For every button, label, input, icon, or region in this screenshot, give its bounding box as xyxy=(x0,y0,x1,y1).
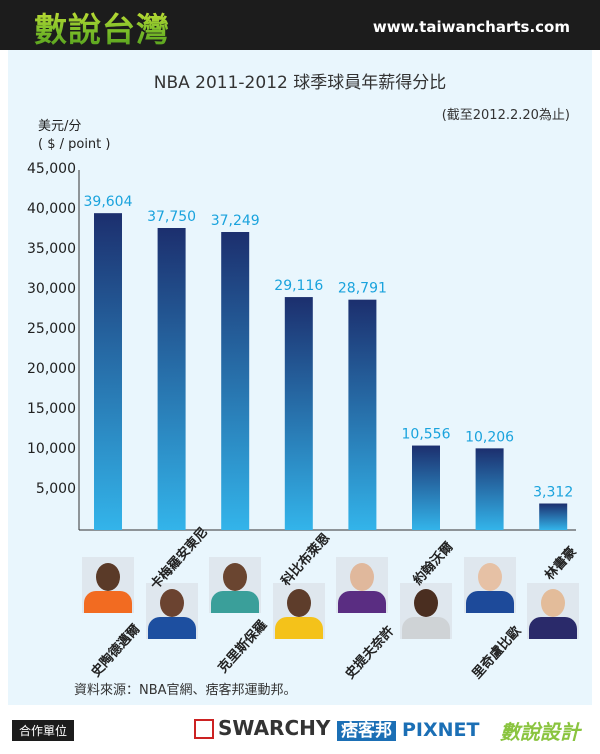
partner-swarchy-text: SWARCHY xyxy=(218,716,331,740)
y-tick-label: 30,000 xyxy=(27,281,76,297)
y-tick-label: 10,000 xyxy=(27,441,76,457)
y-tick-label: 25,000 xyxy=(27,321,76,337)
data-source-note: 資料來源：NBA官網、痞客邦運動邦。 xyxy=(74,683,297,698)
player-photo xyxy=(336,557,389,613)
player-photo xyxy=(82,557,134,613)
chart-title: NBA 2011-2012 球季球員年薪得分比 xyxy=(153,73,447,93)
partner-pixnet-logo[interactable]: 痞客邦 PIXNET xyxy=(337,716,479,741)
site-logo[interactable]: 數說台灣 xyxy=(34,3,170,51)
y-tick-label: 15,000 xyxy=(27,401,76,417)
player-photo xyxy=(145,583,198,639)
player-photo xyxy=(463,557,516,613)
partner-design-logo[interactable]: 數說設計 xyxy=(500,720,580,744)
y-axis-label-line1: 美元/分 xyxy=(38,119,82,134)
y-tick-label: 20,000 xyxy=(27,361,76,377)
y-tick-label: 5,000 xyxy=(35,481,76,497)
player-photo xyxy=(209,557,262,613)
y-axis-label-line2: ( $ / point ) xyxy=(38,137,111,152)
y-tick-label: 35,000 xyxy=(27,241,76,257)
player-photo xyxy=(272,583,325,639)
partner-pixnet-chinese: 痞客邦 xyxy=(337,721,396,741)
player-photo xyxy=(400,583,452,639)
y-axis-label: 美元/分 ( $ / point ) xyxy=(38,118,110,154)
partner-swarchy-logo[interactable]: SWARCHY xyxy=(194,716,330,740)
header-bar: 數說台灣 www.taiwancharts.com xyxy=(0,0,600,50)
chart-subtitle: (截至2012.2.20為止) xyxy=(441,108,570,123)
y-tick-label: 45,000 xyxy=(27,161,76,177)
partner-label: 合作單位 xyxy=(12,720,75,741)
partner-pixnet-text: PIXNET xyxy=(402,719,480,741)
player-photo xyxy=(527,583,580,639)
site-url[interactable]: www.taiwancharts.com xyxy=(372,18,570,36)
y-tick-label: 40,000 xyxy=(27,201,76,217)
swarchy-icon xyxy=(194,719,214,739)
